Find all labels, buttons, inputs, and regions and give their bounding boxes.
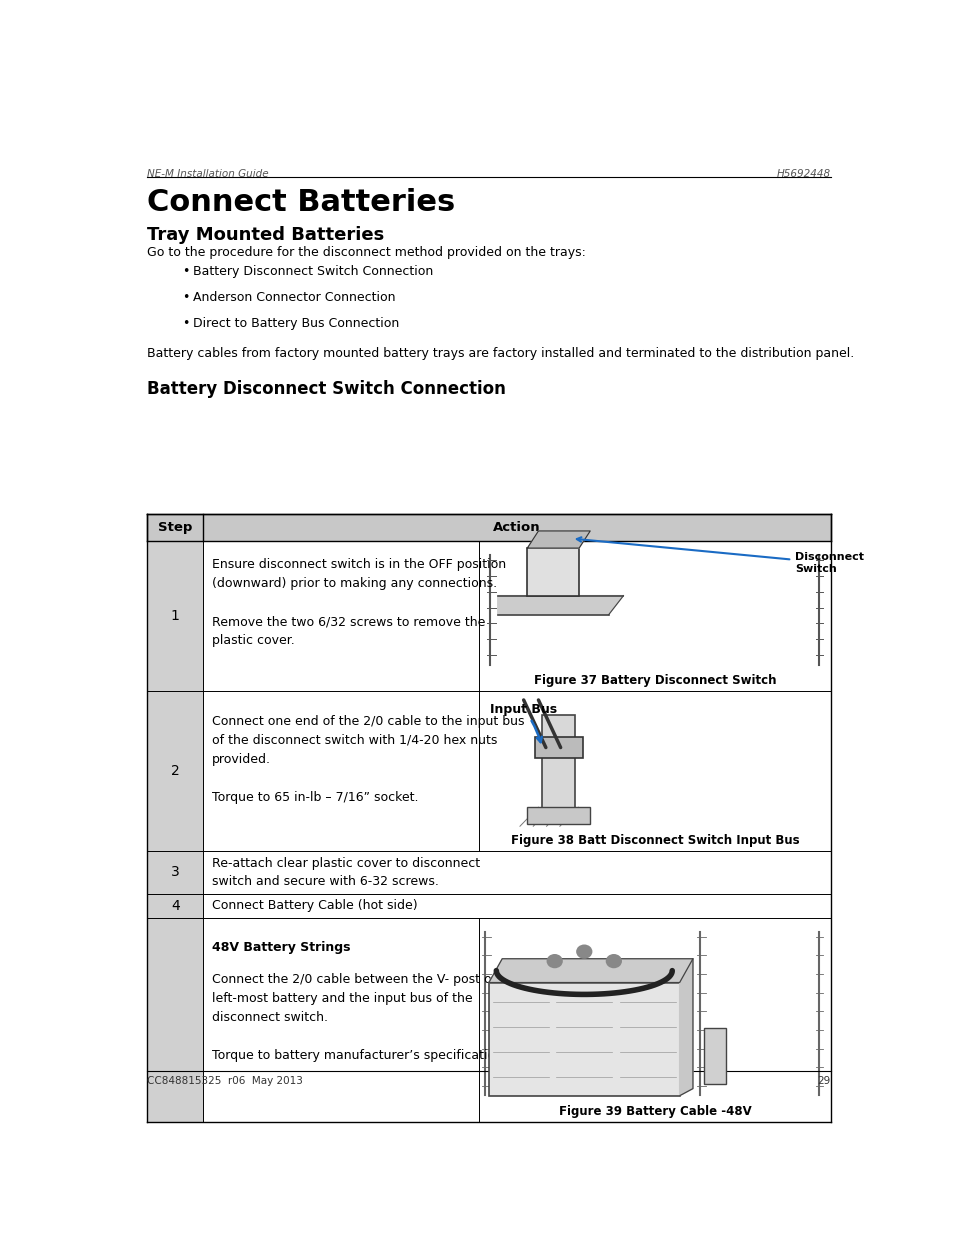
Text: Go to the procedure for the disconnect method provided on the trays:: Go to the procedure for the disconnect m…	[147, 246, 585, 259]
Text: Battery Disconnect Switch Connection: Battery Disconnect Switch Connection	[147, 380, 506, 398]
Text: CC848815325  r06  May 2013: CC848815325 r06 May 2013	[147, 1077, 303, 1087]
Bar	[147, 851, 203, 894]
Ellipse shape	[546, 953, 562, 968]
Bar	[147, 918, 203, 1121]
Bar	[527, 548, 578, 595]
Bar	[541, 715, 575, 824]
Text: Connect Battery Cable (hot side): Connect Battery Cable (hot side)	[212, 899, 417, 913]
Text: Connect one end of the 2/0 cable to the input bus
of the disconnect switch with : Connect one end of the 2/0 cable to the …	[212, 715, 524, 804]
Text: Re-attach clear plastic cover to disconnect
switch and secure with 6-32 screws.: Re-attach clear plastic cover to disconn…	[212, 857, 480, 888]
Polygon shape	[527, 531, 590, 548]
Text: Figure 39 Battery Cable -48V: Figure 39 Battery Cable -48V	[558, 1105, 751, 1118]
Text: 1: 1	[171, 609, 179, 624]
Ellipse shape	[576, 945, 592, 958]
Text: Anderson Connector Connection: Anderson Connector Connection	[193, 291, 395, 304]
Bar	[527, 808, 590, 824]
Bar	[147, 514, 830, 541]
Text: Battery Disconnect Switch Connection: Battery Disconnect Switch Connection	[193, 266, 433, 278]
Bar	[618, 992, 677, 1087]
Text: •: •	[182, 266, 190, 278]
Bar	[147, 894, 203, 918]
Polygon shape	[488, 958, 692, 983]
Bar	[488, 983, 679, 1095]
Bar	[147, 541, 203, 692]
Text: NE-M Installation Guide: NE-M Installation Guide	[147, 169, 269, 179]
Bar	[703, 1028, 725, 1084]
Polygon shape	[679, 958, 692, 1095]
Bar	[147, 692, 203, 851]
Text: Figure 37 Battery Disconnect Switch: Figure 37 Battery Disconnect Switch	[533, 674, 776, 688]
Text: Connect the 2/0 cable between the V- post of the
left-most battery and the input: Connect the 2/0 cable between the V- pos…	[212, 973, 520, 1062]
Bar	[491, 992, 550, 1087]
Text: Disconnect
Switch: Disconnect Switch	[577, 537, 863, 574]
Text: 3: 3	[171, 866, 179, 879]
Bar	[554, 992, 613, 1087]
Text: Action: Action	[493, 521, 540, 534]
Text: 48V Battery Strings: 48V Battery Strings	[212, 941, 351, 955]
Text: •: •	[182, 291, 190, 304]
Text: Connect Batteries: Connect Batteries	[147, 188, 456, 217]
Text: •: •	[182, 316, 190, 330]
Ellipse shape	[605, 953, 621, 968]
Polygon shape	[497, 595, 623, 615]
Text: Input Bus: Input Bus	[490, 703, 557, 742]
Text: 4: 4	[171, 899, 179, 913]
Text: H5692448: H5692448	[776, 169, 830, 179]
Text: Battery cables from factory mounted battery trays are factory installed and term: Battery cables from factory mounted batt…	[147, 347, 854, 359]
Bar	[535, 737, 582, 758]
Text: Figure 38 Batt Disconnect Switch Input Bus: Figure 38 Batt Disconnect Switch Input B…	[510, 834, 799, 847]
Text: 2: 2	[171, 764, 179, 778]
Text: Ensure disconnect switch is in the OFF position
(downward) prior to making any c: Ensure disconnect switch is in the OFF p…	[212, 558, 506, 647]
Text: Tray Mounted Batteries: Tray Mounted Batteries	[147, 226, 384, 245]
Text: Step: Step	[158, 521, 193, 534]
Text: Direct to Battery Bus Connection: Direct to Battery Bus Connection	[193, 316, 399, 330]
Text: 29: 29	[817, 1077, 830, 1087]
